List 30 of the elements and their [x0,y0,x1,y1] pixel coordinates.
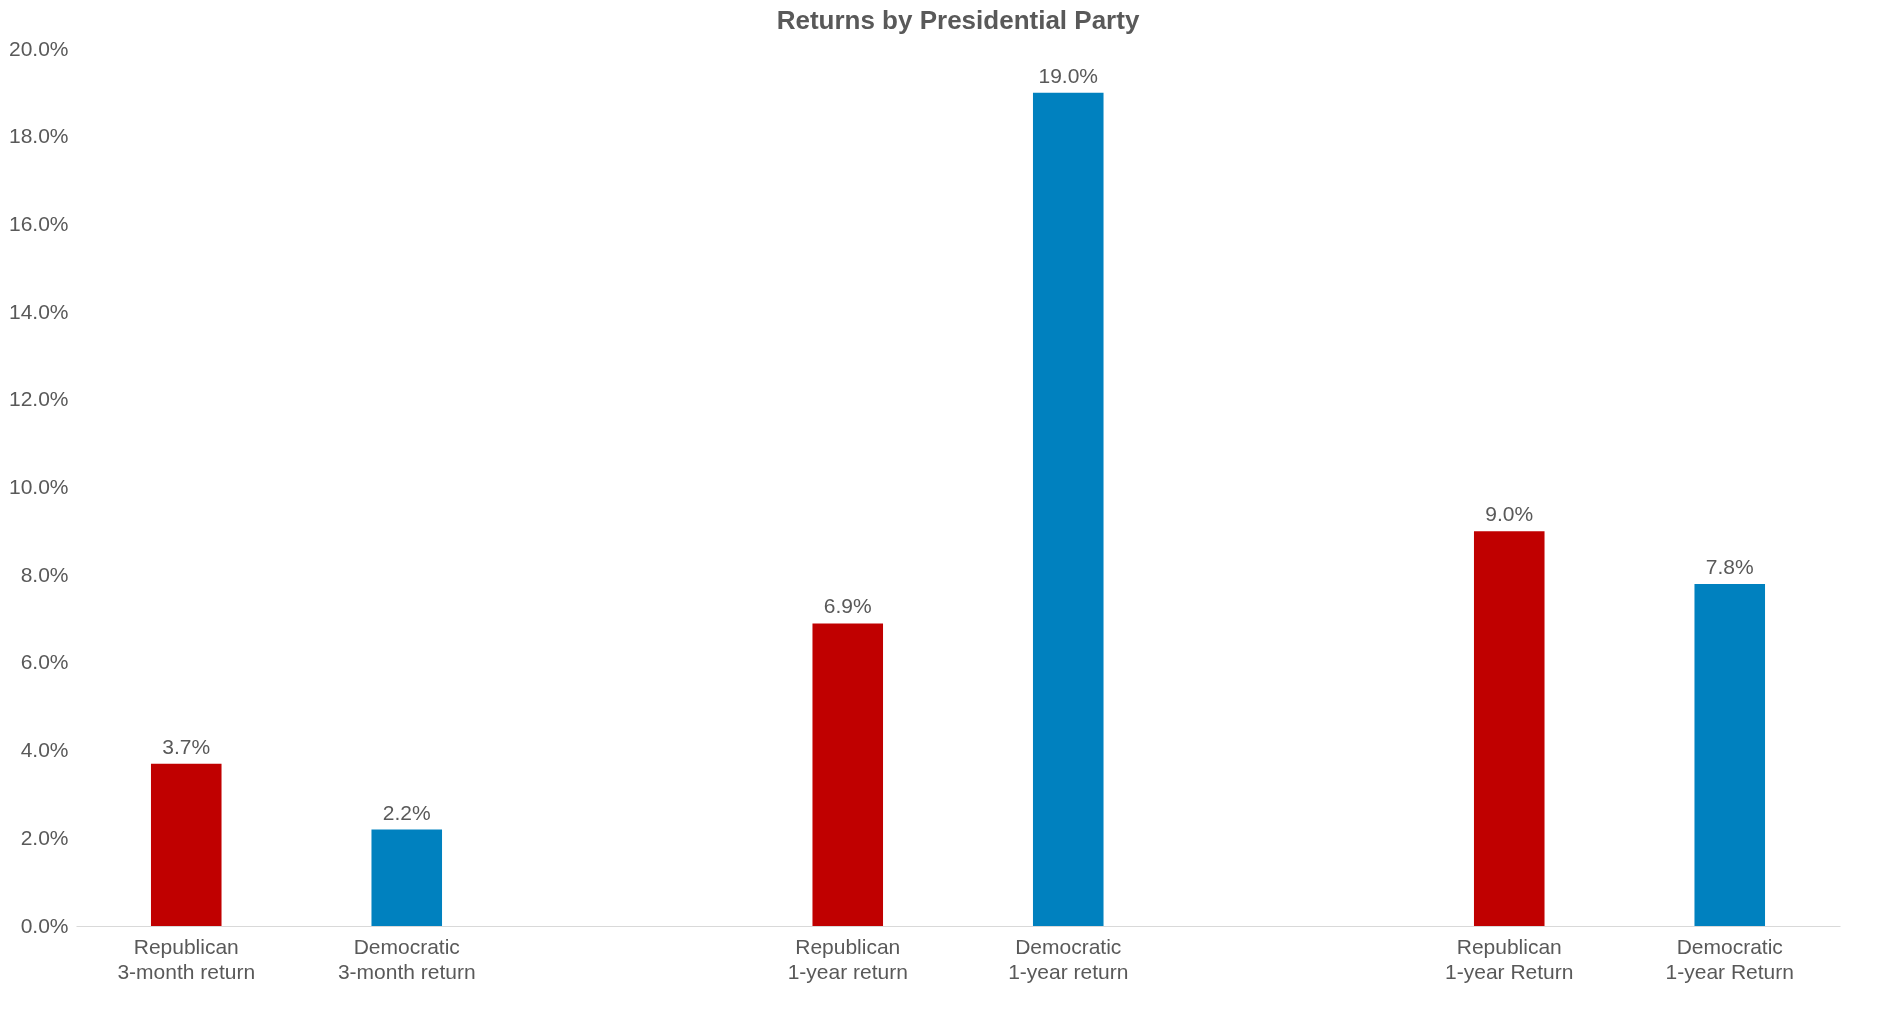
data-label: 19.0% [1038,63,1099,87]
x-tick-label: Democratic 3-month return [337,934,476,983]
y-tick-label: 10.0% [8,475,69,498]
y-tick-label: 4.0% [20,738,69,762]
data-label: 9.0% [1485,502,1534,526]
bar [1032,92,1104,926]
data-label: 3.7% [162,734,211,758]
bar [812,623,884,926]
y-tick-label: 18.0% [8,124,69,148]
y-tick-label: 14.0% [8,299,69,323]
y-tick-label: 20.0% [8,36,69,60]
data-label: 2.2% [382,800,431,824]
x-tick-label: Republican 3-month return [117,934,256,983]
y-tick-label: 6.0% [20,650,69,674]
bar [1473,531,1545,926]
y-tick-label: 8.0% [20,562,69,586]
y-tick-label: 0.0% [20,913,69,937]
x-tick-label: Republican 1-year return [787,934,908,983]
chart-title: Returns by Presidential Party [776,5,1140,35]
x-tick-label: Democratic 1-year Return [1665,934,1794,983]
x-tick-label: Republican 1-year Return [1445,934,1574,983]
data-label: 7.8% [1705,554,1754,578]
bar [371,829,443,926]
data-label: 6.9% [823,594,872,618]
y-tick-label: 12.0% [8,387,69,411]
y-tick-label: 16.0% [8,211,69,235]
x-tick-label: Democratic 1-year return [1008,934,1129,983]
bar [1694,583,1766,926]
y-tick-label: 2.0% [20,825,69,849]
bar [150,763,222,926]
